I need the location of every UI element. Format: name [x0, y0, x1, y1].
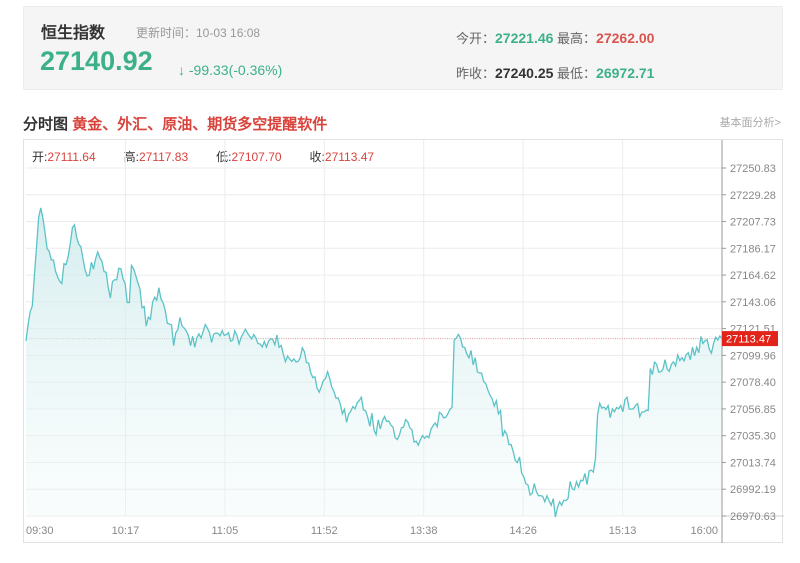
- svg-text:27013.74: 27013.74: [730, 457, 776, 469]
- svg-text:27143.06: 27143.06: [730, 297, 776, 309]
- svg-text:27113.47: 27113.47: [726, 334, 771, 346]
- svg-text:14:26: 14:26: [509, 525, 537, 537]
- svg-text:27229.28: 27229.28: [730, 190, 776, 202]
- svg-text:10:17: 10:17: [112, 525, 140, 537]
- svg-text:27078.40: 27078.40: [730, 377, 776, 389]
- svg-text:26970.63: 26970.63: [730, 511, 776, 523]
- svg-text:11:05: 11:05: [212, 525, 239, 537]
- svg-text:26992.19: 26992.19: [730, 484, 776, 496]
- svg-text:16:00: 16:00: [690, 525, 718, 537]
- svg-text:11:52: 11:52: [311, 525, 338, 537]
- svg-text:27207.73: 27207.73: [730, 217, 776, 229]
- svg-text:13:38: 13:38: [410, 525, 438, 537]
- svg-text:27186.17: 27186.17: [730, 243, 776, 255]
- svg-text:27035.30: 27035.30: [730, 431, 776, 443]
- svg-text:27099.96: 27099.96: [730, 350, 776, 362]
- svg-text:09:30: 09:30: [26, 525, 54, 537]
- svg-text:27056.85: 27056.85: [730, 404, 776, 416]
- svg-text:15:13: 15:13: [609, 525, 637, 537]
- svg-text:27164.62: 27164.62: [730, 270, 776, 282]
- svg-text:27250.83: 27250.83: [730, 163, 776, 175]
